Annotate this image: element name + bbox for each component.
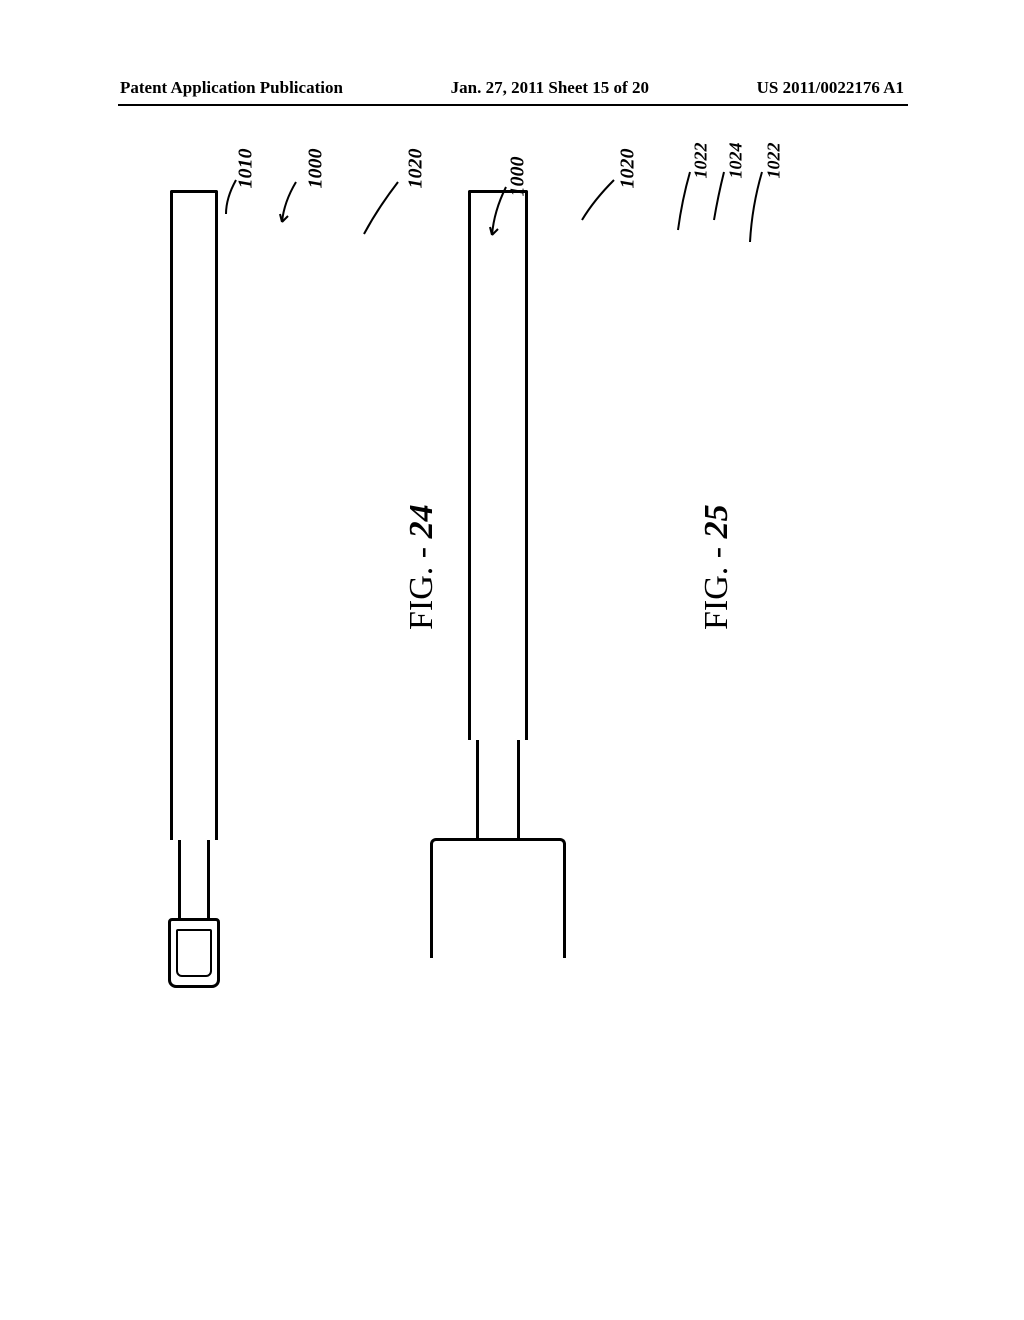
- fig24-leader-1000: [278, 180, 318, 230]
- fig25-leader-1020: [578, 178, 628, 228]
- fig25-label-prefix: FIG. -: [698, 538, 735, 630]
- fig25-leader-1022a: [676, 170, 716, 240]
- drawing-sheet: 1010 1000 1020 FIG. - 24 1000 1020 1022: [118, 130, 908, 1200]
- fig24-head-inner: [176, 929, 212, 977]
- fig25-leader-1022b: [748, 170, 788, 250]
- fig24-label-prefix: FIG. -: [403, 538, 440, 630]
- header-left: Patent Application Publication: [120, 78, 343, 98]
- page-header: Patent Application Publication Jan. 27, …: [0, 78, 1024, 98]
- fig24-neck: [178, 840, 210, 920]
- header-right: US 2011/0022176 A1: [757, 78, 904, 98]
- fig25-label-num: 25: [698, 504, 735, 538]
- fig25-leader-1024: [712, 170, 752, 230]
- fig25-leader-1000: [488, 185, 538, 245]
- fig25-label: FIG. - 25: [698, 504, 736, 630]
- header-rule: [118, 104, 908, 106]
- fig24-leader-1020: [358, 180, 408, 240]
- header-center: Jan. 27, 2011 Sheet 15 of 20: [451, 78, 649, 98]
- fig25-head: [430, 838, 566, 958]
- fig25-neck: [476, 740, 520, 840]
- fig24-shaft: [170, 190, 218, 840]
- fig24-label-num: 24: [403, 504, 440, 538]
- fig24-leader-1010: [224, 178, 264, 218]
- fig24-label: FIG. - 24: [403, 504, 441, 630]
- fig25-shaft: [468, 190, 528, 740]
